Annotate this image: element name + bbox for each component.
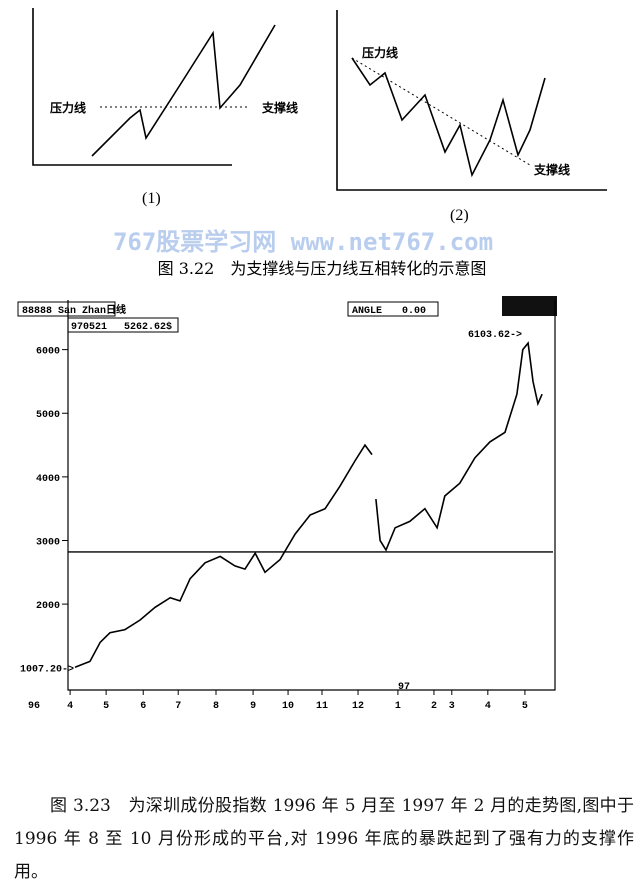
y-tick-label: 5000 (36, 410, 60, 421)
diagram-caption: (1) (142, 190, 161, 207)
diagram-1 (32, 8, 276, 166)
support-label: 支撑线 (533, 162, 570, 177)
price-line (74, 341, 543, 669)
angle-label: ANGLE (352, 306, 382, 317)
x-tick-label: 3 (449, 701, 455, 712)
x-tick-label: 12 (352, 701, 364, 712)
angle-value: 0.00 (402, 306, 426, 317)
figure-caption: 图 3.23 为深圳成份股指数 1996 年 5 月至 1997 年 2 月的走… (14, 796, 634, 882)
year-label: 96 (28, 701, 40, 712)
year-label: 97 (398, 682, 410, 693)
high-label: 6103.62-> (468, 330, 522, 341)
x-tick-label: 5 (103, 701, 109, 712)
x-tick-label: 9 (250, 701, 256, 712)
x-tick-label: 11 (316, 701, 328, 712)
x-tick-label: 1 (395, 701, 401, 712)
dotted-line (351, 57, 531, 166)
figure: 压力线 支撑线 (1) 压力线 支撑线 (2) 767股票学习网 www.net… (17, 8, 607, 712)
x-tick-label: 4 (485, 701, 491, 712)
x-tick-label: 10 (282, 701, 294, 712)
plot-frame (67, 300, 556, 691)
y-tick-label: 3000 (36, 537, 60, 548)
diagram-2 (336, 10, 607, 191)
x-tick-label: 7 (175, 701, 181, 712)
price-path (351, 57, 546, 178)
axes (32, 8, 232, 166)
resistance-label: 压力线 (362, 45, 398, 60)
header-name: 88888 San Zhan日线 (22, 303, 126, 317)
y-tick-label: 4000 (36, 474, 60, 485)
x-tick-label: 4 (67, 701, 73, 712)
diagram-caption: (2) (450, 207, 469, 224)
x-tick-label: 6 (140, 701, 146, 712)
x-tick-label: 5 (522, 701, 528, 712)
resistance-label: 压力线 (50, 100, 86, 115)
header-box (17, 301, 116, 317)
watermark: 767股票学习网 www.net767.com (113, 228, 493, 256)
axes (336, 10, 607, 191)
x-tick-label: 8 (213, 701, 219, 712)
angle-box (347, 301, 439, 317)
header-value: 5262.62$ (124, 321, 172, 333)
x-tick-label: 2 (431, 701, 437, 712)
low-label: 1007.20-> (20, 664, 74, 675)
price-path (91, 24, 276, 157)
y-tick-label: 6000 (36, 347, 60, 358)
header-date: 970521 (71, 322, 107, 333)
support-label: 支撑线 (261, 100, 298, 115)
figure-caption: 图 3.22 为支撑线与压力线互相转化的示意图 (158, 259, 487, 278)
black-box (502, 296, 557, 316)
y-tick-label: 2000 (36, 601, 60, 612)
